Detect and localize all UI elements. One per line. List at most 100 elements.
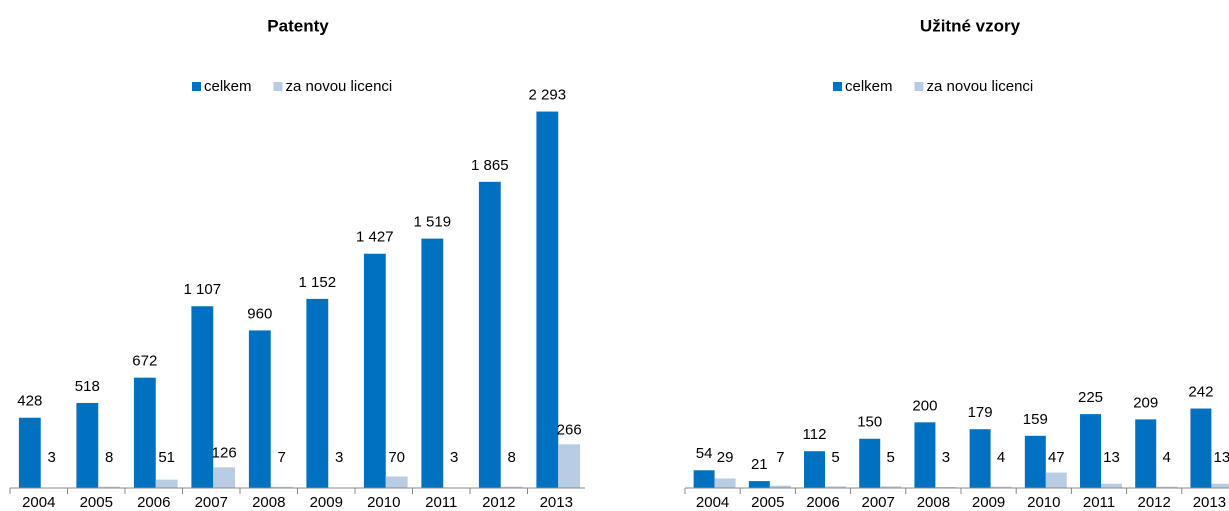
bar bbox=[1101, 483, 1122, 488]
data-label: 70 bbox=[388, 449, 405, 466]
bar bbox=[248, 330, 271, 488]
data-label: 960 bbox=[247, 305, 272, 322]
data-label: 518 bbox=[75, 378, 100, 395]
x-tick-label: 2013 bbox=[1193, 494, 1226, 511]
data-label: 1 865 bbox=[471, 157, 509, 174]
bar bbox=[98, 486, 121, 488]
legend-swatch bbox=[273, 82, 283, 91]
bar bbox=[990, 486, 1012, 488]
data-label: 179 bbox=[968, 404, 993, 421]
x-tick-label: 2007 bbox=[862, 494, 895, 511]
data-label: 159 bbox=[1023, 411, 1048, 428]
data-label: 4 bbox=[997, 449, 1005, 466]
data-label: 13 bbox=[1214, 449, 1229, 466]
data-label: 4 bbox=[1163, 449, 1171, 466]
data-label: 112 bbox=[803, 426, 827, 443]
bar bbox=[76, 402, 99, 488]
data-label: 1 427 bbox=[356, 229, 394, 246]
bar bbox=[306, 298, 329, 488]
bar bbox=[1045, 472, 1067, 488]
bar bbox=[825, 486, 846, 488]
x-tick-label: 2011 bbox=[1083, 494, 1115, 511]
data-label: 428 bbox=[17, 393, 42, 410]
x-tick-label: 2009 bbox=[310, 494, 343, 511]
legend-swatch bbox=[833, 82, 842, 91]
bar bbox=[270, 486, 293, 488]
data-label: 242 bbox=[1188, 384, 1213, 401]
data-label: 21 bbox=[751, 456, 768, 473]
data-label: 3 bbox=[48, 449, 56, 466]
data-label: 3 bbox=[942, 449, 950, 466]
bar bbox=[213, 467, 236, 488]
x-tick-label: 2006 bbox=[137, 494, 170, 511]
data-label: 2 293 bbox=[529, 87, 567, 104]
data-label: 47 bbox=[1048, 449, 1065, 466]
data-label: 8 bbox=[508, 449, 516, 466]
data-label: 200 bbox=[912, 397, 937, 414]
chart-title: Užitné vzory bbox=[920, 16, 1021, 35]
x-tick-label: 2005 bbox=[80, 494, 113, 511]
bar bbox=[1080, 414, 1101, 488]
bar bbox=[1156, 486, 1178, 488]
bar bbox=[558, 444, 581, 488]
data-label: 266 bbox=[557, 421, 582, 438]
data-label: 29 bbox=[717, 449, 734, 466]
x-tick-label: 2008 bbox=[917, 494, 950, 511]
bar bbox=[859, 438, 881, 488]
data-label: 8 bbox=[105, 449, 113, 466]
bar bbox=[1211, 483, 1229, 488]
bar bbox=[969, 429, 991, 488]
bar bbox=[155, 479, 178, 488]
data-label: 209 bbox=[1133, 394, 1158, 411]
bar bbox=[385, 476, 408, 488]
bar bbox=[421, 238, 444, 488]
bar bbox=[769, 485, 791, 488]
x-tick-label: 2013 bbox=[540, 494, 573, 511]
x-tick-label: 2007 bbox=[195, 494, 228, 511]
x-tick-label: 2004 bbox=[696, 494, 729, 511]
x-tick-label: 2006 bbox=[806, 494, 839, 511]
bar bbox=[1190, 408, 1212, 488]
bar bbox=[693, 470, 715, 488]
data-label: 54 bbox=[696, 445, 713, 462]
bar bbox=[478, 181, 501, 488]
data-label: 3 bbox=[450, 449, 458, 466]
bar bbox=[914, 422, 936, 488]
bar bbox=[748, 481, 770, 488]
data-label: 150 bbox=[857, 414, 882, 431]
bar bbox=[18, 417, 41, 488]
data-label: 13 bbox=[1103, 449, 1120, 466]
bar bbox=[536, 111, 559, 489]
data-label: 7 bbox=[278, 449, 286, 466]
bar bbox=[500, 486, 523, 488]
data-label: 3 bbox=[335, 449, 343, 466]
bar bbox=[714, 478, 736, 488]
x-tick-label: 2011 bbox=[425, 494, 457, 511]
bar bbox=[191, 306, 214, 488]
data-label: 1 107 bbox=[184, 281, 222, 298]
chart-title: Patenty bbox=[267, 16, 329, 35]
legend-label: za novou licenci bbox=[927, 78, 1034, 95]
data-label: 1 519 bbox=[414, 214, 452, 231]
data-label: 5 bbox=[831, 449, 839, 466]
data-label: 51 bbox=[158, 449, 175, 466]
data-label: 126 bbox=[212, 444, 237, 461]
bar bbox=[880, 486, 902, 488]
data-label: 1 152 bbox=[299, 274, 337, 291]
bar bbox=[1024, 435, 1046, 488]
x-tick-label: 2005 bbox=[751, 494, 784, 511]
bar bbox=[1135, 419, 1157, 488]
x-tick-label: 2010 bbox=[367, 494, 400, 511]
bar bbox=[133, 377, 156, 488]
x-tick-label: 2012 bbox=[1138, 494, 1171, 511]
x-tick-label: 2012 bbox=[482, 494, 515, 511]
bar bbox=[804, 451, 825, 488]
legend-swatch bbox=[914, 82, 924, 91]
x-tick-label: 2010 bbox=[1027, 494, 1060, 511]
data-label: 225 bbox=[1078, 389, 1103, 406]
data-label: 5 bbox=[887, 449, 895, 466]
legend-label: celkem bbox=[845, 78, 893, 95]
legend-swatch bbox=[192, 82, 201, 91]
bar bbox=[363, 253, 386, 488]
